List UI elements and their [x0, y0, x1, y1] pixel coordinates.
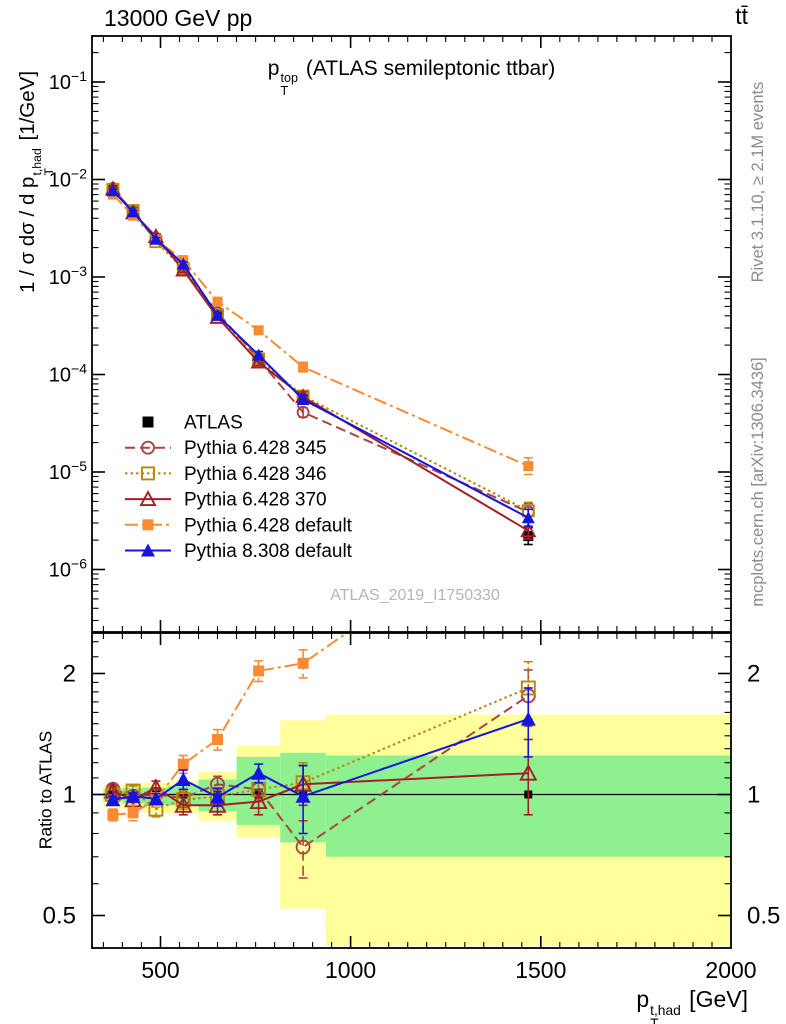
ratio-panel-frame [91, 632, 732, 949]
main-y-tick-label: 10−6 [49, 556, 87, 582]
legend-item-5: Pythia 8.308 default [125, 541, 353, 562]
x-axis-title: p t,had T [GeV] [636, 986, 748, 1024]
ratio-series [103, 634, 538, 879]
ratio-y-tick-label-left: 0.5 [43, 903, 76, 930]
legend-item-1: Pythia 6.428 345 [125, 438, 327, 459]
ratio-uncertainty-bands [93, 714, 730, 946]
ratio-y-axis-title: Ratio to ATLAS [35, 730, 56, 850]
legend-item-2: Pythia 6.428 346 [125, 464, 327, 485]
header-beam-energy: 13000 GeV pp [104, 5, 253, 31]
main-series [104, 180, 537, 546]
rivet-version-note: Rivet 3.1.10, ≥ 2.1M events [749, 81, 767, 283]
main-series-5 [106, 184, 535, 527]
legend-label: Pythia 6.428 370 [184, 490, 327, 511]
ratio-y-tick-label-right: 2 [747, 661, 760, 688]
main-y-tick-label: 10−3 [49, 263, 87, 289]
main-y-tick-label: 10−4 [49, 361, 87, 387]
header-process: tt̄ [735, 3, 748, 29]
main-series-4 [107, 189, 534, 476]
plot-title-subsup: top T [280, 70, 298, 98]
ratio-y-tick-label-left: 2 [63, 661, 76, 688]
x-tick-label: 1500 [515, 957, 566, 983]
x-tick-label: 1000 [325, 957, 376, 983]
main-panel-frame [91, 35, 732, 633]
legend-label: Pythia 6.428 345 [184, 438, 327, 459]
ratio-series-4 [107, 634, 347, 822]
main-y-tick-label: 10−5 [49, 458, 87, 484]
tick-labels: 500 1000 1500 200010−110−210−310−410−510−60… [43, 68, 781, 983]
axis-ticks [92, 36, 731, 948]
legend-item-0: ATLAS [142, 413, 243, 434]
plot-title-symbol: p [267, 57, 280, 80]
legend-item-3: Pythia 6.428 370 [125, 490, 327, 511]
analysis-id-watermark: ATLAS_2019_I1750330 [330, 587, 500, 604]
ratio-series-5 [105, 687, 536, 835]
x-tick-label: 500 [141, 957, 179, 983]
main-y-tick-label: 10−1 [49, 68, 87, 94]
main-y-axis-title: 1 / σ dσ / d p t,had T [1/GeV] [16, 70, 57, 294]
plot-title: p top T (ATLAS semileptonic ttbar) [92, 57, 731, 97]
legend-label: Pythia 8.308 default [184, 541, 353, 562]
ratio-y-tick-label-right: 0.5 [747, 903, 780, 930]
mcplots-arxiv-note: mcplots.cern.ch [arXiv:1306.3436] [749, 357, 767, 607]
x-tick-label: 2000 [705, 957, 756, 983]
legend: ATLAS Pythia 6.428 345 Pythia 6.428 346 Pyt… [125, 413, 353, 562]
legend-label: Pythia 6.428 346 [184, 464, 327, 485]
ratio-y-tick-label-right: 1 [747, 782, 760, 809]
legend-label: ATLAS [184, 413, 243, 434]
ratio-y-tick-label-left: 1 [63, 782, 76, 809]
plot-title-rest: (ATLAS semileptonic ttbar) [300, 57, 556, 80]
legend-label: Pythia 6.428 default [184, 515, 353, 536]
main-series-3 [104, 180, 537, 540]
legend-item-4: Pythia 6.428 default [125, 515, 353, 536]
